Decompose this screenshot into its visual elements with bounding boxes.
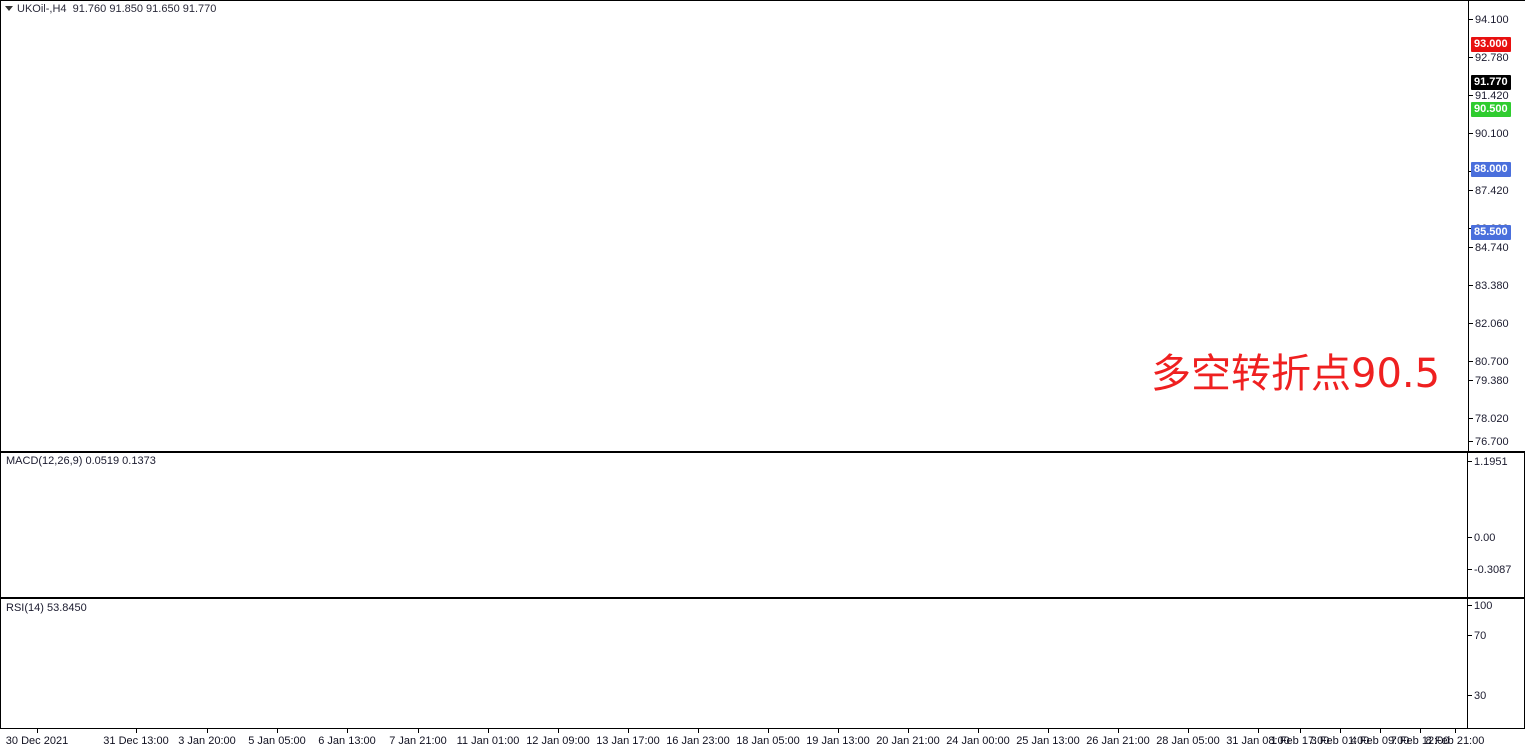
time-axis-label: 28 Jan 05:00	[1156, 735, 1220, 747]
time-tick	[1380, 729, 1381, 733]
time-axis-label: 5 Jan 05:00	[248, 735, 306, 747]
time-axis-label: 7 Jan 21:00	[389, 735, 447, 747]
chevron-down-icon[interactable]	[5, 5, 13, 11]
time-axis-label: 24 Jan 00:00	[946, 735, 1010, 747]
rsi-tick: 30	[1468, 691, 1486, 702]
price-tick: 94.100	[1469, 15, 1509, 26]
rsi-scale: 100 70 30	[1467, 599, 1524, 728]
symbol-header: UKOil-,H4 91.760 91.850 91.650 91.770	[5, 3, 216, 15]
time-axis-label: 31 Dec 13:00	[103, 735, 169, 747]
time-axis-label: 26 Jan 21:00	[1086, 735, 1150, 747]
macd-tick: 0.00	[1468, 533, 1495, 544]
time-axis-label: 12 Jan 09:00	[526, 735, 590, 747]
price-tick: 83.380	[1469, 281, 1509, 292]
price-tag-current[interactable]: 91.770	[1471, 75, 1511, 90]
price-tag-85-5[interactable]: 85.500	[1471, 225, 1511, 240]
macd-label: MACD(12,26,9) 0.0519 0.1373	[6, 455, 156, 467]
macd-tick: 1.1951	[1468, 457, 1508, 468]
price-tag-93[interactable]: 93.000	[1471, 37, 1511, 52]
price-tick: 82.060	[1469, 319, 1509, 330]
time-tick	[207, 729, 208, 733]
price-scale[interactable]: 94.10092.78091.42090.10088.74087.42086.0…	[1468, 1, 1525, 451]
time-axis-label: 3 Jan 20:00	[178, 735, 236, 747]
time-tick	[347, 729, 348, 733]
time-axis-label: 1 Feb 17:00	[1270, 735, 1330, 747]
price-tick: 76.700	[1469, 437, 1509, 448]
rsi-tick: 100	[1468, 601, 1492, 612]
time-axis-label: 13 Jan 17:00	[596, 735, 660, 747]
macd-tick: -0.3087	[1468, 565, 1511, 576]
chart-annotation: 多空转折点90.5	[1151, 351, 1441, 397]
time-axis-label: 8 Feb 21:00	[1425, 735, 1485, 747]
time-axis-label: 25 Jan 13:00	[1016, 735, 1080, 747]
time-tick	[277, 729, 278, 733]
rsi-tick: 70	[1468, 631, 1486, 642]
price-chart-panel[interactable]: 94.10092.78091.42090.10088.74087.42086.0…	[0, 0, 1525, 452]
price-tick: 92.780	[1469, 53, 1509, 64]
time-tick	[978, 729, 979, 733]
price-tick: 91.420	[1469, 91, 1509, 102]
time-tick	[558, 729, 559, 733]
time-tick	[488, 729, 489, 733]
time-tick	[1420, 729, 1421, 733]
price-tick: 87.420	[1469, 186, 1509, 197]
time-axis-label: 3 Feb 01:00	[1310, 735, 1370, 747]
time-tick	[698, 729, 699, 733]
time-tick	[1188, 729, 1189, 733]
time-tick	[1455, 729, 1456, 733]
rsi-panel[interactable]: 100 70 30 RSI(14) 53.8450	[0, 598, 1525, 729]
time-tick	[1300, 729, 1301, 733]
macd-scale: 1.1951 0.00 -0.3087	[1467, 453, 1524, 597]
ohlc-values: 91.760 91.850 91.650 91.770	[72, 3, 217, 15]
time-axis-label: 7 Feb 12:00	[1390, 735, 1450, 747]
rsi-label: RSI(14) 53.8450	[6, 602, 87, 614]
time-tick	[1258, 729, 1259, 733]
time-tick	[628, 729, 629, 733]
time-tick	[768, 729, 769, 733]
time-axis-label: 16 Jan 23:00	[666, 735, 730, 747]
symbol-label: UKOil-,H4	[17, 3, 67, 15]
price-tick: 80.700	[1469, 357, 1509, 368]
time-axis-label: 11 Jan 01:00	[456, 735, 520, 747]
time-axis-label: 6 Jan 13:00	[318, 735, 376, 747]
time-axis: 30 Dec 2021 31 Dec 13:00 3 Jan 20:00 5 Jan …	[0, 729, 1525, 755]
time-axis-label: 18 Jan 05:00	[736, 735, 800, 747]
time-tick	[37, 729, 38, 733]
price-tick: 79.380	[1469, 376, 1509, 387]
time-tick	[136, 729, 137, 733]
time-tick	[1118, 729, 1119, 733]
time-tick	[908, 729, 909, 733]
time-axis-label: 4 Feb 09:00	[1350, 735, 1410, 747]
time-tick	[1340, 729, 1341, 733]
time-axis-label: 31 Jan 08:00	[1226, 735, 1290, 747]
price-tick: 78.020	[1469, 414, 1509, 425]
time-axis-label: 20 Jan 21:00	[876, 735, 940, 747]
price-tick: 90.100	[1469, 129, 1509, 140]
time-axis-label: 30 Dec 2021	[5, 735, 69, 747]
time-axis-label: 19 Jan 13:00	[806, 735, 870, 747]
time-tick	[1048, 729, 1049, 733]
price-tag-88[interactable]: 88.000	[1471, 162, 1511, 177]
price-tick: 84.740	[1469, 243, 1509, 254]
price-tag-90-5[interactable]: 90.500	[1471, 102, 1511, 117]
time-tick	[418, 729, 419, 733]
macd-panel[interactable]: 1.1951 0.00 -0.3087 MACD(12,26,9) 0.0519 0…	[0, 452, 1525, 598]
time-tick	[838, 729, 839, 733]
